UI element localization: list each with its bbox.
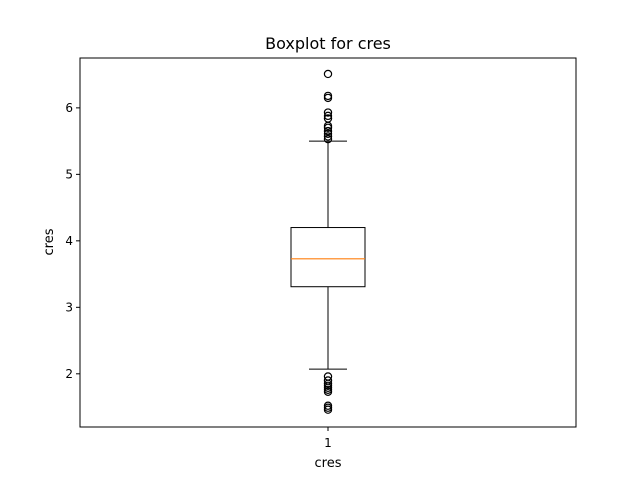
y-tick-label: 4 [65, 234, 73, 248]
iqr-box [290, 227, 366, 288]
y-tick-label: 2 [65, 367, 73, 381]
outlier-point [323, 126, 333, 136]
outlier-point [323, 132, 333, 141]
y-axis-label: cres [42, 228, 57, 255]
y-tick-label: 5 [65, 167, 73, 181]
x-axis-label: cres [315, 456, 342, 471]
outlier-point [323, 372, 333, 381]
outlier-point [323, 69, 333, 79]
outlier-point [323, 108, 333, 117]
chart-title: Boxplot for cres [265, 34, 391, 53]
box-group [290, 69, 366, 414]
outlier-point [323, 401, 333, 410]
outlier-point [323, 114, 333, 123]
plot-frame [79, 57, 577, 428]
y-tick-label: 6 [65, 101, 73, 115]
x-tick-label: 1 [324, 436, 332, 450]
y-axis: 2 3 4 5 6 [65, 101, 80, 381]
outlier-point [323, 111, 333, 121]
outlier-point [323, 129, 333, 138]
y-tick-label: 3 [65, 300, 73, 314]
x-axis: 1 [324, 427, 332, 450]
outlier-point [323, 134, 333, 144]
outlier-point [323, 91, 333, 101]
outlier-point [323, 376, 333, 385]
